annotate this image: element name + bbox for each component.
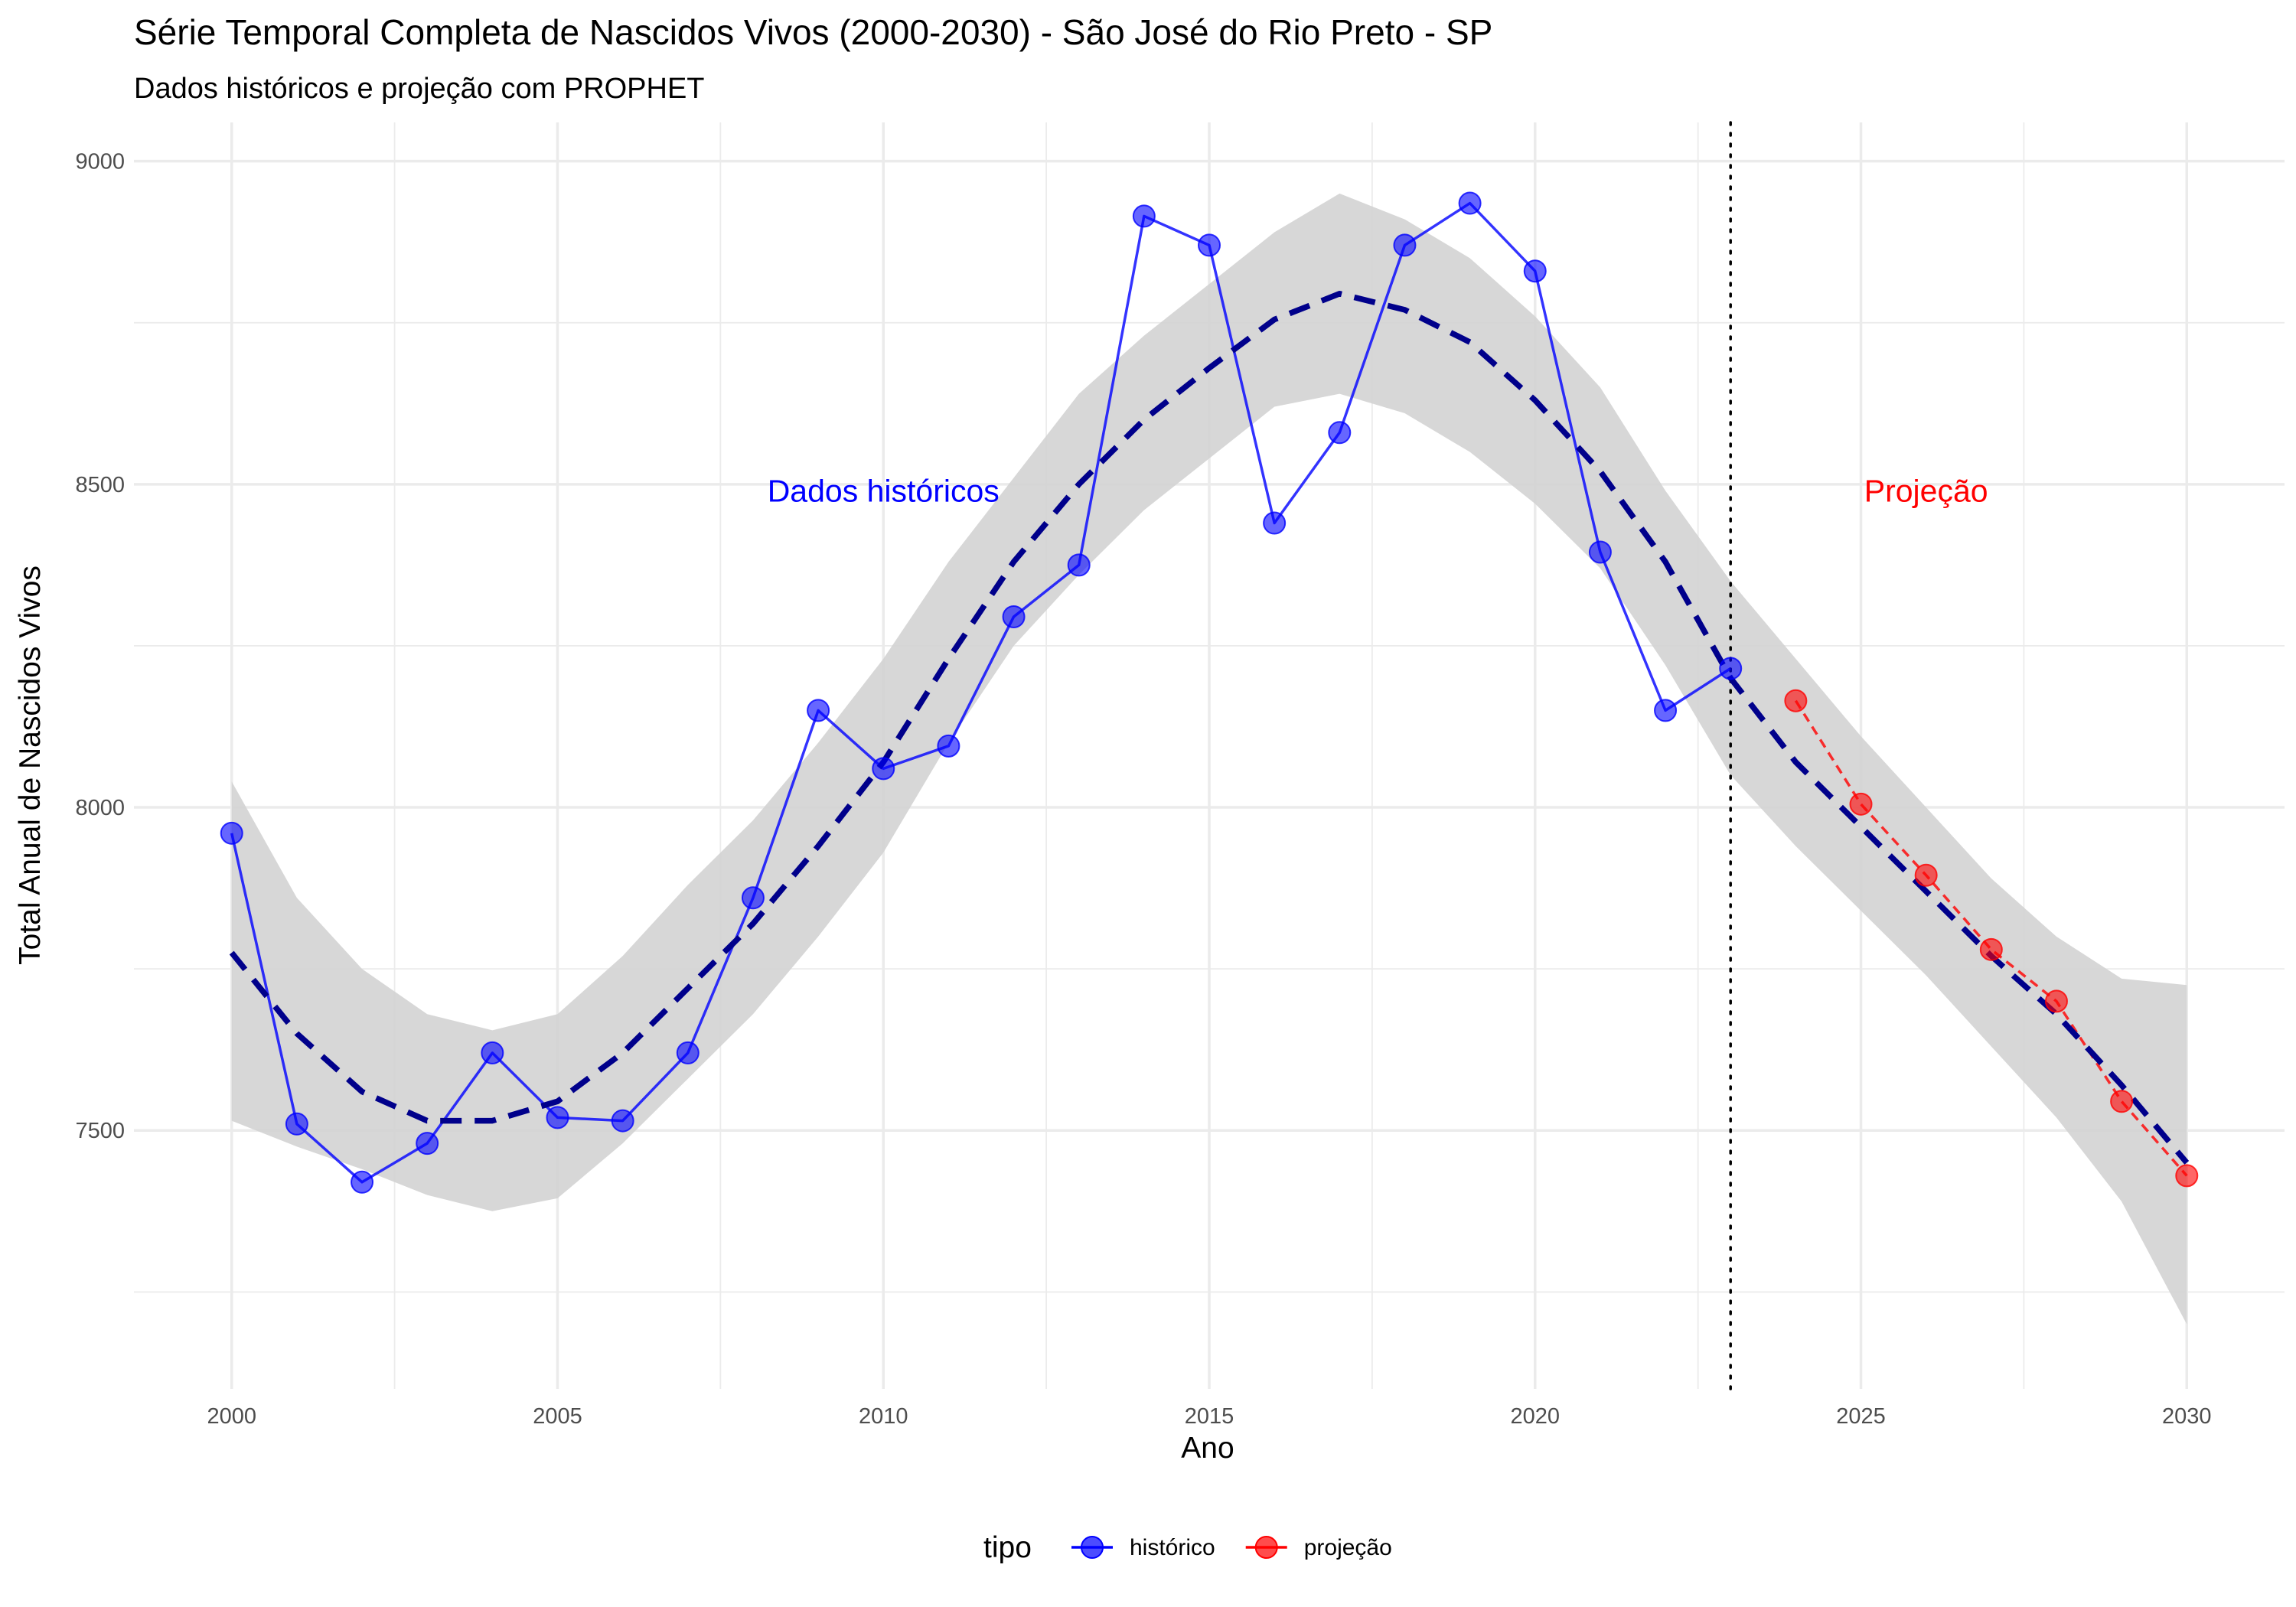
y-tick-label: 7500 bbox=[75, 1119, 125, 1143]
data-point-historico bbox=[1719, 657, 1743, 680]
legend-key-point bbox=[1081, 1536, 1104, 1559]
data-point-historico bbox=[1393, 233, 1417, 257]
data-point-historico bbox=[1654, 699, 1678, 722]
data-point-historico bbox=[611, 1109, 634, 1133]
trend-layer bbox=[229, 291, 2190, 1165]
chart-subtitle: Dados históricos e projeção com PROPHET bbox=[134, 73, 705, 105]
data-point-historico bbox=[546, 1106, 569, 1129]
x-tick-label: 2010 bbox=[859, 1404, 908, 1429]
x-tick-label: 2000 bbox=[207, 1404, 256, 1429]
legend-entries: histórico projeção bbox=[1071, 1535, 1392, 1560]
data-point-historico bbox=[285, 1112, 308, 1136]
data-point-historico bbox=[1523, 259, 1547, 283]
data-point-historico bbox=[807, 699, 830, 722]
data-point-historico bbox=[676, 1041, 700, 1064]
x-tick-label: 2020 bbox=[1510, 1404, 1560, 1429]
data-point-projecao bbox=[2110, 1090, 2134, 1113]
data-point-historico bbox=[1067, 553, 1091, 577]
data-point-projecao bbox=[1914, 863, 1938, 887]
data-point-historico bbox=[1588, 540, 1612, 564]
confidence-band-layer bbox=[231, 193, 2187, 1325]
legend: tipo histórico projeção bbox=[983, 1531, 1392, 1564]
x-tick-label: 2030 bbox=[2162, 1404, 2212, 1429]
x-tick-label: 2015 bbox=[1185, 1404, 1234, 1429]
data-point-historico bbox=[1458, 191, 1482, 215]
data-point-projecao bbox=[2044, 989, 2068, 1013]
x-axis-title: Ano bbox=[1181, 1432, 1234, 1465]
points-layer bbox=[220, 191, 2199, 1194]
data-point-historico bbox=[1328, 421, 1352, 445]
legend-entry-label: projeção bbox=[1304, 1535, 1392, 1560]
data-point-historico bbox=[1198, 233, 1221, 257]
y-axis-title: Total Anual de Nascidos Vivos bbox=[14, 566, 47, 965]
data-point-historico bbox=[872, 757, 895, 781]
x-tick-label: 2005 bbox=[533, 1404, 582, 1429]
legend-key-point bbox=[1254, 1536, 1278, 1559]
y-tick-label: 8000 bbox=[75, 796, 125, 820]
annotations-layer: Dados históricos Projeção bbox=[768, 473, 1988, 508]
data-point-historico bbox=[351, 1170, 374, 1194]
data-point-historico bbox=[220, 821, 243, 845]
y-tick-label: 8500 bbox=[75, 473, 125, 497]
data-point-historico bbox=[1132, 204, 1156, 228]
legend-entry-label: histórico bbox=[1130, 1535, 1215, 1560]
y-axis-ticks: 7500 8000 8500 9000 bbox=[75, 150, 125, 1144]
plot-grid bbox=[134, 122, 2285, 1389]
data-point-historico bbox=[741, 886, 765, 910]
chart-title: Série Temporal Completa de Nascidos Vivo… bbox=[134, 12, 1492, 52]
data-point-historico bbox=[481, 1041, 504, 1064]
legend-title: tipo bbox=[983, 1531, 1032, 1564]
trend-line bbox=[229, 291, 2190, 1165]
confidence-band bbox=[231, 193, 2187, 1325]
data-point-projecao bbox=[2175, 1164, 2199, 1188]
y-tick-label: 9000 bbox=[75, 150, 125, 174]
data-point-projecao bbox=[1979, 937, 2003, 961]
x-axis-ticks: 2000 2005 2010 2015 2020 2025 2030 bbox=[207, 1404, 2211, 1429]
data-point-historico bbox=[1002, 605, 1026, 628]
data-point-historico bbox=[1263, 511, 1287, 535]
data-point-historico bbox=[937, 734, 960, 758]
data-point-projecao bbox=[1849, 792, 1873, 816]
annotation-label: Dados históricos bbox=[768, 473, 1000, 508]
data-point-projecao bbox=[1784, 689, 1808, 712]
data-point-historico bbox=[416, 1132, 439, 1156]
series-layer bbox=[230, 201, 2188, 1184]
series-line-historico bbox=[230, 201, 1732, 1184]
annotation-label: Projeção bbox=[1864, 473, 1988, 508]
x-tick-label: 2025 bbox=[1836, 1404, 1886, 1429]
